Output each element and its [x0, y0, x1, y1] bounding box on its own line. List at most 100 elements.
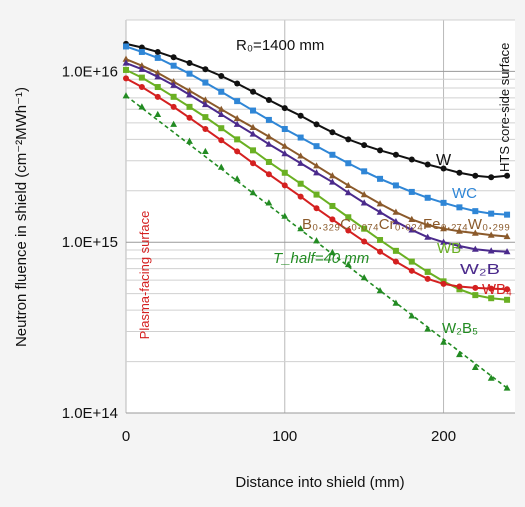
radius-label: R₀=1400 mm — [236, 37, 324, 54]
series-1 — [123, 43, 511, 218]
core-side-label: HTS core-side surface — [497, 43, 512, 172]
data-point — [392, 182, 399, 189]
data-point — [281, 150, 289, 157]
data-point — [186, 137, 193, 144]
data-point — [217, 163, 225, 170]
data-point — [234, 136, 241, 143]
data-point — [488, 285, 495, 292]
data-point — [361, 225, 368, 232]
data-point — [186, 114, 193, 121]
data-point — [376, 287, 384, 294]
data-point — [154, 73, 162, 80]
data-point — [234, 148, 241, 155]
data-point — [265, 133, 273, 140]
data-point — [345, 214, 352, 221]
series-label-WC: WC — [452, 185, 477, 202]
data-point — [408, 156, 415, 163]
data-point — [329, 216, 336, 223]
data-point — [265, 199, 273, 206]
x-axis-title: Distance into shield (mm) — [235, 474, 404, 491]
data-point — [234, 98, 241, 105]
data-point — [408, 312, 416, 319]
data-point — [361, 238, 368, 245]
data-point — [202, 126, 209, 133]
data-point — [313, 237, 320, 244]
data-point — [377, 175, 384, 182]
data-point — [329, 248, 336, 256]
data-point — [345, 160, 352, 167]
data-point — [360, 199, 368, 206]
data-point — [123, 66, 129, 73]
series-0 — [123, 40, 511, 181]
series-2 — [122, 55, 511, 240]
data-point — [456, 350, 463, 358]
data-point — [281, 105, 288, 112]
plot-area — [126, 20, 515, 413]
data-point — [424, 161, 431, 168]
data-point — [138, 74, 145, 81]
data-point — [471, 245, 479, 252]
data-point — [313, 205, 320, 212]
data-point — [456, 204, 463, 211]
thalf-label: T_half=40 mm — [273, 250, 369, 267]
y-tick-label: 1.0E+14 — [62, 405, 118, 422]
data-point — [392, 151, 399, 158]
data-point — [488, 210, 495, 217]
data-point — [186, 103, 193, 110]
series-label-WB: WB — [437, 240, 461, 257]
data-point — [472, 208, 479, 215]
data-point — [250, 107, 257, 114]
data-point — [122, 92, 130, 99]
x-tick-label: 100 — [272, 428, 297, 445]
data-point — [313, 121, 320, 128]
data-point — [377, 237, 384, 244]
data-point — [281, 142, 289, 149]
series-6 — [122, 92, 511, 391]
data-point — [329, 151, 336, 158]
data-point — [503, 384, 511, 391]
data-point — [297, 112, 304, 119]
data-point — [218, 125, 225, 132]
data-point — [186, 60, 193, 67]
data-point — [201, 147, 209, 155]
data-point — [472, 172, 479, 179]
data-point — [361, 168, 368, 175]
series-3 — [122, 59, 511, 255]
data-point — [186, 87, 193, 94]
data-point — [487, 247, 495, 254]
data-point — [265, 140, 273, 147]
data-point — [392, 218, 400, 225]
series-label-B-C-Cr-Fe-W: B₀.₃₂₉C₀.₀₇₄Cr₀.₀₂₄Fe₀.₂₇₄W₀.₂₉₉ — [302, 216, 510, 233]
data-point — [170, 120, 178, 127]
data-point — [424, 221, 432, 228]
data-point — [440, 338, 447, 345]
data-point — [297, 152, 305, 159]
data-point — [424, 275, 431, 282]
data-point — [202, 114, 209, 121]
data-point — [154, 84, 161, 91]
data-point — [250, 160, 257, 167]
data-point — [377, 248, 384, 255]
data-point — [265, 116, 272, 123]
data-point — [170, 78, 178, 85]
y-tick-label: 1.0E+15 — [62, 234, 118, 251]
data-point — [440, 280, 447, 287]
data-point — [408, 215, 416, 222]
data-point — [249, 130, 257, 137]
x-tick-label: 0 — [122, 428, 130, 445]
data-point — [297, 159, 305, 166]
data-point — [233, 120, 241, 127]
data-point — [313, 191, 320, 198]
data-point — [392, 299, 400, 306]
data-point — [281, 182, 288, 189]
data-point — [440, 199, 447, 206]
data-point — [297, 193, 304, 200]
x-tick-label: 200 — [431, 428, 456, 445]
data-point — [392, 208, 400, 215]
data-point — [329, 172, 336, 179]
data-point — [218, 73, 225, 80]
data-point — [440, 225, 447, 232]
data-point — [218, 137, 225, 144]
data-point — [456, 169, 463, 176]
data-point — [154, 48, 161, 55]
